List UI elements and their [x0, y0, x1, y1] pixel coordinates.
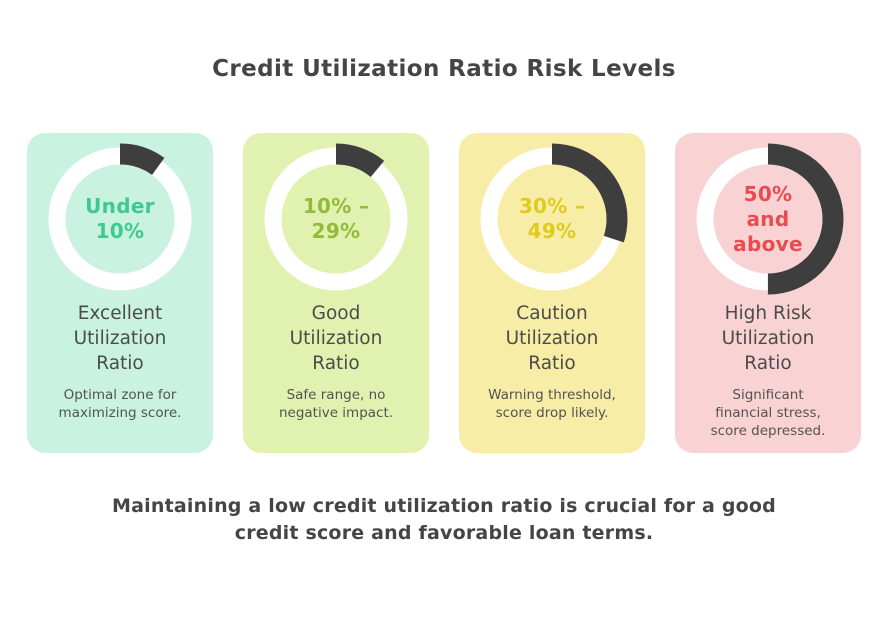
summary-text: Maintaining a low credit utilization rat… [112, 495, 776, 544]
page-title: Credit Utilization Ratio Risk Levels [212, 56, 676, 82]
range-label: 50% and above [733, 181, 803, 256]
range-label: 10% – 29% [302, 194, 370, 243]
card-heading: High Risk Utilization Ratio [721, 303, 815, 375]
donut-ring [264, 147, 408, 291]
card-description: Optimal zone for maximizing score. [58, 387, 182, 422]
risk-card-high-risk: 50% and above High Risk Utilization Rati… [675, 133, 861, 453]
card-heading: Caution Utilization Ratio [505, 303, 599, 375]
donut-arc [476, 143, 628, 295]
card-description: Significant financial stress, score depr… [710, 387, 826, 439]
utilization-donut-chart: 10% – 29% [260, 143, 412, 295]
card-description: Warning threshold, score drop likely. [488, 387, 616, 422]
risk-cards-row: Under 10% Excellent Utilization Ratio Op… [27, 133, 861, 453]
utilization-donut-chart: 50% and above [692, 143, 844, 295]
utilization-donut-chart: Under 10% [44, 143, 196, 295]
utilization-donut-chart: 30% – 49% [476, 143, 628, 295]
card-description: Safe range, no negative impact. [278, 387, 394, 422]
card-heading: Excellent Utilization Ratio [73, 303, 167, 375]
donut-arc [692, 143, 844, 295]
card-heading: Good Utilization Ratio [289, 303, 383, 375]
range-label: 30% – 49% [518, 194, 586, 243]
risk-card-caution: 30% – 49% Caution Utilization Ratio Warn… [459, 133, 645, 453]
risk-card-excellent: Under 10% Excellent Utilization Ratio Op… [27, 133, 213, 453]
range-label: Under 10% [85, 194, 155, 243]
donut-arc [44, 143, 196, 295]
donut-arc [260, 143, 412, 295]
risk-card-good: 10% – 29% Good Utilization Ratio Safe ra… [243, 133, 429, 453]
